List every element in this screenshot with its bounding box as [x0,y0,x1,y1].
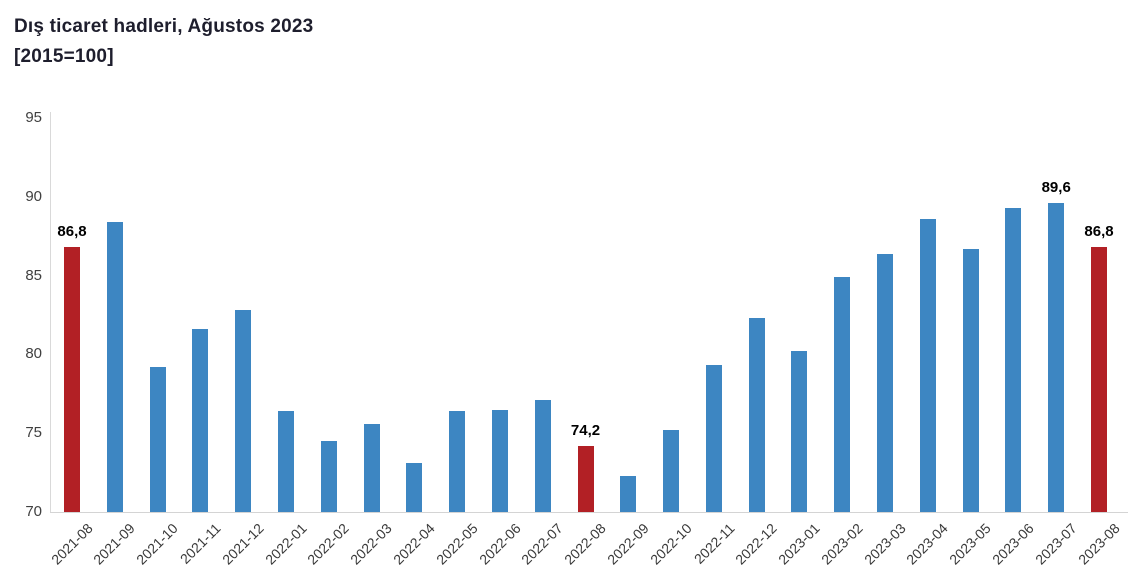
bar-2023-08 [1091,247,1107,512]
x-tick-label-2021-12: 2021-12 [218,520,267,568]
x-tick-label-2022-08: 2022-08 [561,520,609,568]
x-tick-label-2021-08: 2021-08 [47,520,96,568]
x-tick-label-2023-04: 2023-04 [903,520,952,568]
y-tick-label-90: 90 [25,187,42,205]
bar-2023-02 [834,277,851,512]
y-tick-label-95: 95 [25,109,42,126]
bar-2022-08 [577,445,594,512]
bar-2022-05 [449,411,466,512]
y-tick-label-85: 85 [25,266,42,284]
y-axis-line [50,112,51,513]
bar-2022-11 [705,365,722,512]
x-tick-label-2021-11: 2021-11 [176,520,224,567]
chart-subtitle: [2015=100] [14,46,114,67]
bar-2023-04 [919,218,936,512]
data-label-2021-08: 86,8 [57,223,87,241]
bar-2021-12 [235,310,252,512]
bar-2022-03 [363,423,380,512]
x-tick-label-2022-03: 2022-03 [347,520,395,568]
x-tick-label-2023-05: 2023-05 [946,520,994,568]
x-tick-label-2023-07: 2023-07 [1031,520,1080,568]
bar-2022-06 [491,409,508,512]
bar-2023-03 [877,253,894,512]
bar-2023-05 [962,248,979,512]
x-tick-label-2022-10: 2022-10 [646,520,695,568]
x-tick-label-2022-04: 2022-04 [390,520,438,568]
x-tick-label-2023-03: 2023-03 [860,520,909,568]
x-tick-label-2022-05: 2022-05 [432,520,481,568]
data-label-2023-07: 89,6 [1041,179,1071,197]
bar-2022-04 [406,463,423,512]
bar-2022-02 [320,441,337,512]
y-tick-label-75: 75 [25,424,42,442]
data-label-2023-08: 86,8 [1084,223,1114,241]
bar-2023-07 [1048,203,1065,512]
bar-2021-08 [64,247,80,512]
x-tick-label-2022-11: 2022-11 [690,520,738,567]
data-label-2022-08: 74,2 [570,421,601,439]
y-tick-label-70: 70 [25,503,42,520]
bar-2022-07 [534,400,551,512]
x-tick-label-2022-01: 2022-01 [261,520,310,568]
x-tick-label-2023-01: 2023-01 [775,520,823,568]
bar-2022-09 [620,475,637,512]
bar-2021-11 [192,329,209,512]
x-tick-label-2022-06: 2022-06 [475,520,524,568]
x-tick-label-2023-08: 2023-08 [1074,520,1123,568]
bar-2023-06 [1005,207,1022,512]
x-axis-line [50,512,1128,513]
bar-2022-12 [748,318,765,512]
x-tick-label-2023-06: 2023-06 [989,520,1037,568]
chart-title: Dış ticaret hadleri, Ağustos 2023 [14,16,314,37]
bar-2022-01 [277,411,294,512]
bar-2022-10 [663,430,680,512]
x-axis-tick-labels: 2021-08 2021-09 2021-10 2021-11 2021-12 2022-… [47,520,1128,570]
x-tick-label-2022-02: 2022-02 [304,520,353,568]
x-tick-label-2022-09: 2022-09 [603,520,652,568]
x-tick-label-2023-02: 2023-02 [817,520,866,568]
x-tick-label-2022-12: 2022-12 [732,520,780,568]
x-tick-label-2021-10: 2021-10 [133,520,181,568]
y-tick-label-80: 80 [25,345,42,363]
x-tick-label-2022-07: 2022-07 [518,520,567,568]
bar-2021-09 [106,222,123,512]
x-tick-label-2021-09: 2021-09 [90,520,139,568]
plot-area: 86,8 74,2 89,6 86,8 [50,118,1128,512]
bar-2023-01 [791,351,808,512]
bar-2021-10 [149,367,166,512]
